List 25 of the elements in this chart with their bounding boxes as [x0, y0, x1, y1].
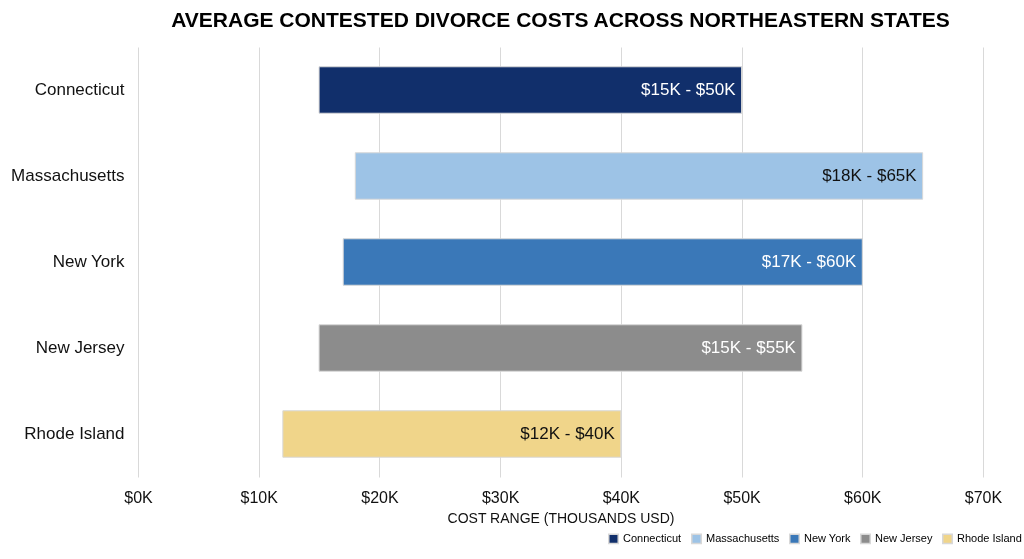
legend-label: Massachusetts [706, 531, 780, 544]
annotation: $18K - $65K [822, 166, 918, 185]
y-tick-label: New York [52, 252, 125, 271]
legend-label: New Jersey [875, 531, 933, 544]
y-tick-label: Rhode Island [24, 424, 125, 443]
chart-title: AVERAGE CONTESTED DIVORCE COSTS ACROSS NORTHEASTERN STATES [171, 8, 950, 31]
legend-label: New York [804, 531, 851, 544]
x-tick-label: $10K [240, 488, 279, 506]
x-axis-title: COST RANGE (THOUSANDS USD) [447, 509, 675, 526]
x-tick-label: $30K [481, 488, 520, 506]
y-tick-label: New Jersey [35, 338, 125, 357]
y-tick-label: Massachusetts [11, 166, 125, 185]
y-tick-label: Connecticut [34, 80, 125, 99]
x-tick-label: $50K [723, 488, 762, 506]
legend-label: Connecticut [623, 531, 682, 544]
x-tick-label: $40K [602, 488, 641, 506]
x-tick-label: $0K [124, 488, 154, 506]
x-tick-label: $20K [361, 488, 399, 506]
legend-label: Rhode Island [957, 531, 1022, 544]
annotation: $17K - $60K [761, 252, 857, 271]
annotation: $15K - $50K [641, 80, 737, 99]
x-tick-label: $60K [844, 488, 882, 506]
annotation: $15K - $55K [701, 338, 797, 357]
x-tick-label: $70K [964, 488, 1003, 506]
annotation: $12K - $40K [520, 424, 616, 443]
